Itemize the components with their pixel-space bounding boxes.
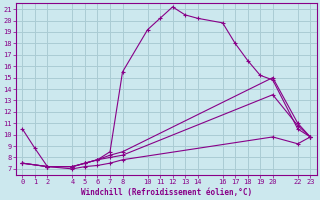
X-axis label: Windchill (Refroidissement éolien,°C): Windchill (Refroidissement éolien,°C) <box>81 188 252 197</box>
